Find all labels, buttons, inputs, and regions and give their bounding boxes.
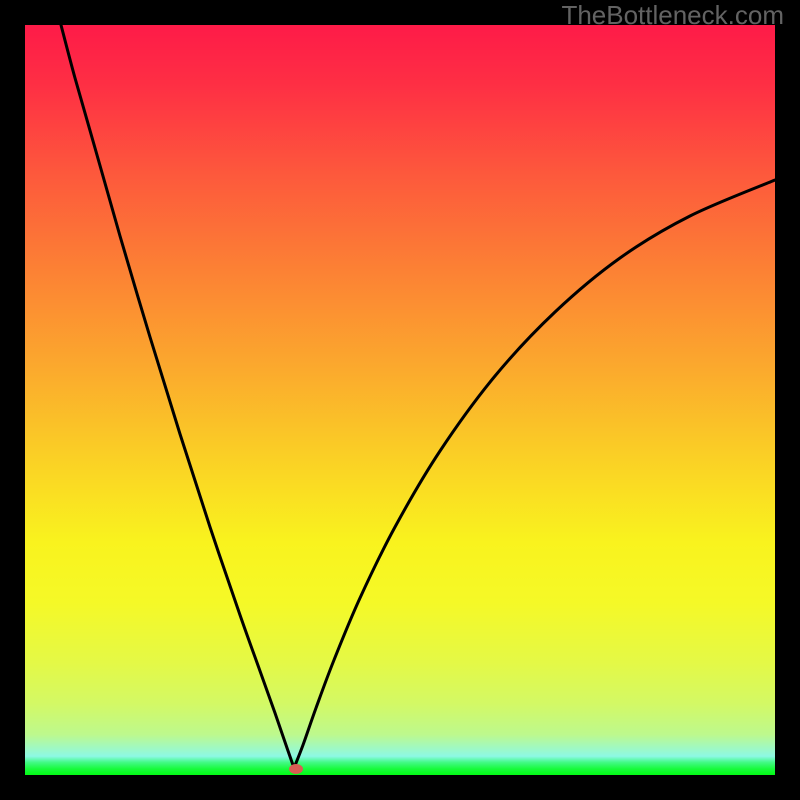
bottleneck-chart (0, 0, 800, 800)
bottleneck-marker (289, 764, 303, 774)
chart-background-gradient (25, 25, 775, 775)
